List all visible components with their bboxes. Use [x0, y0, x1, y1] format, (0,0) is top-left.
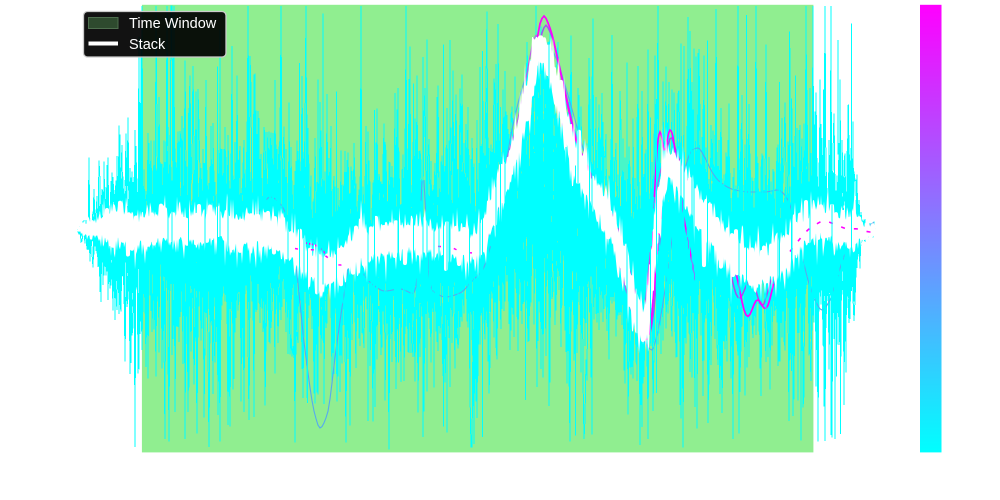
- svg-text:Time Window: Time Window: [129, 16, 217, 32]
- svg-text:Stack: Stack: [129, 37, 166, 53]
